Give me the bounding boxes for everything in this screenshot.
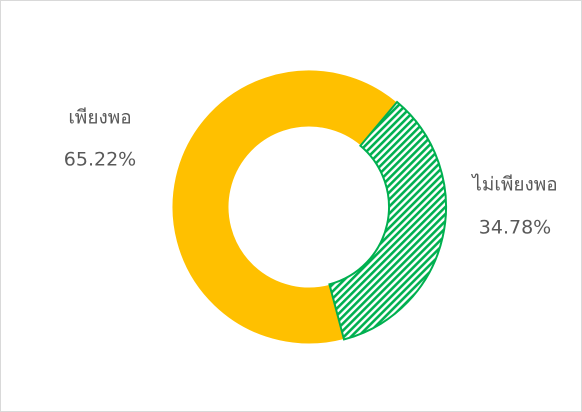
value-label: 65.22%	[64, 149, 136, 171]
donut-segment	[171, 69, 398, 345]
category-label: เพียงพอ	[68, 107, 131, 129]
category-label: ไม่เพียงพอ	[470, 174, 557, 196]
donut-segment	[328, 100, 447, 341]
value-label: 34.78%	[479, 217, 551, 239]
